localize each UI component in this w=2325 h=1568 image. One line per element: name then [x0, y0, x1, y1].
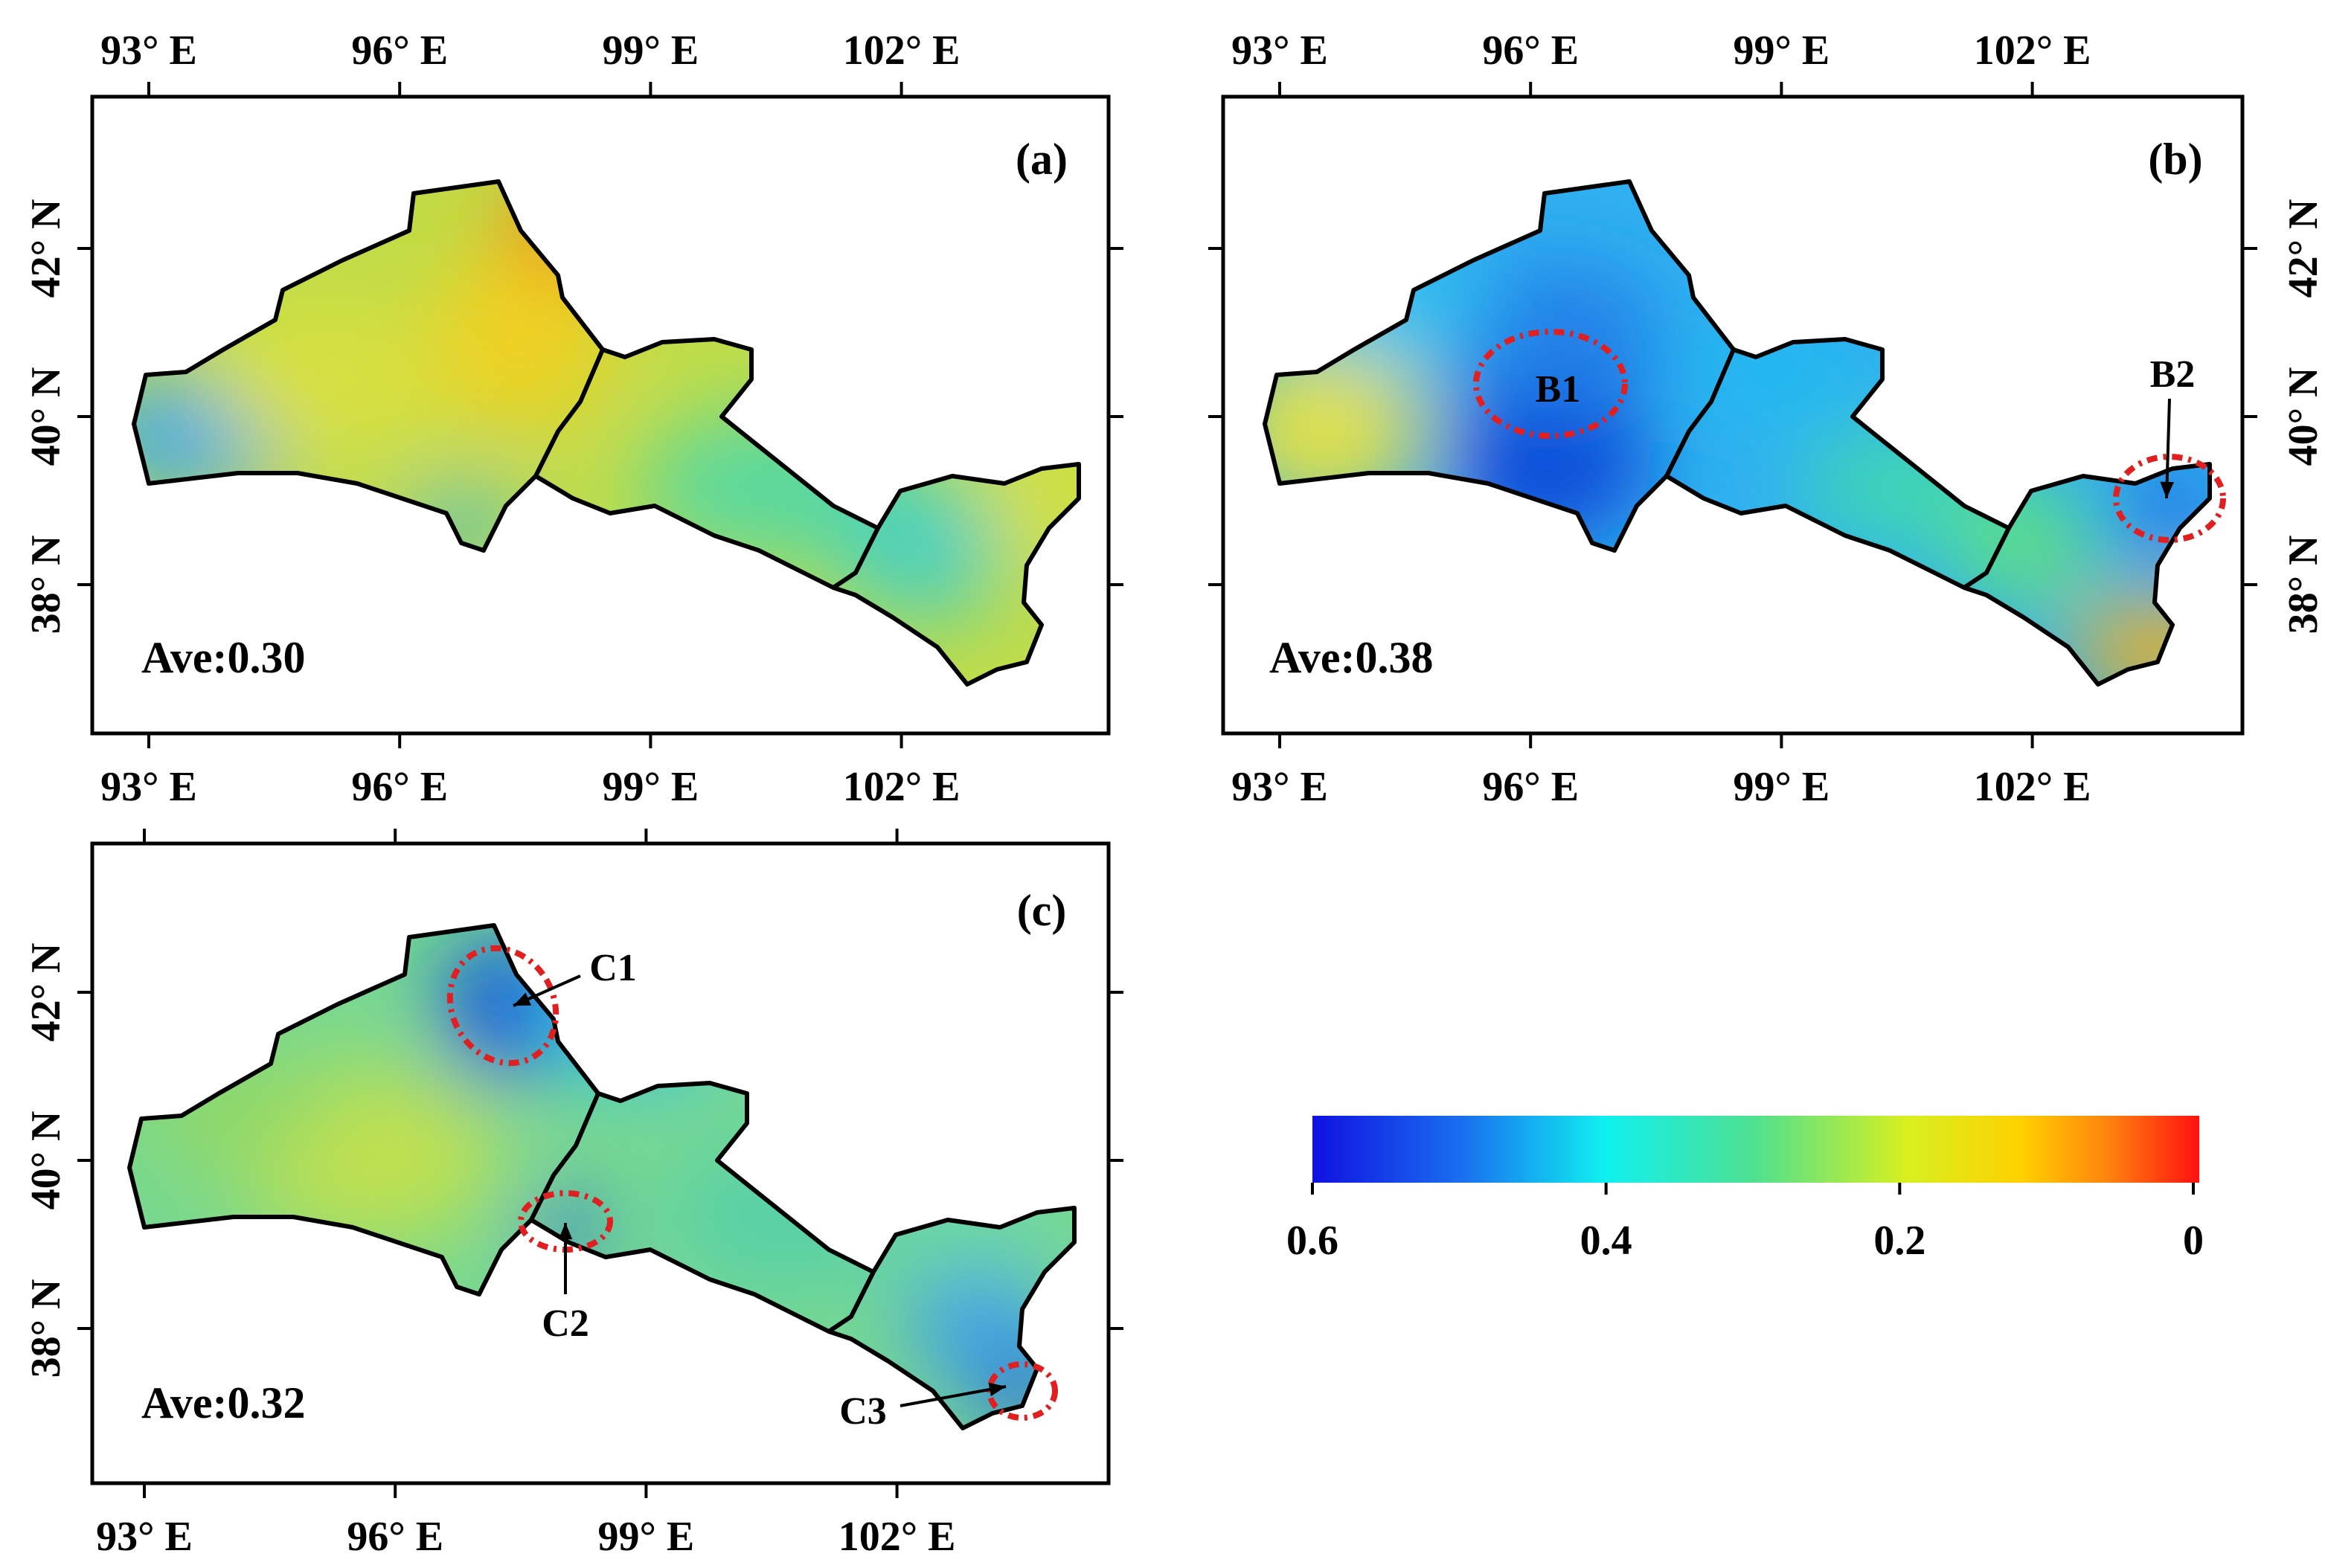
annotation-label: C2 [542, 1302, 589, 1345]
colorbar-tick-label: 0.4 [1580, 1218, 1632, 1264]
lat-tick-label: 38° N [23, 1279, 69, 1378]
lat-tick-label: 40° N [23, 1111, 69, 1210]
region-outline [127, 923, 1077, 1430]
arrow [2165, 398, 2171, 499]
annotation-label: C1 [589, 947, 637, 989]
average-label: Ave:0.30 [141, 633, 306, 682]
lon-tick-label: 93° E [100, 28, 197, 74]
lat-tick-label: 38° N [23, 536, 69, 634]
annotation-label: B1 [1536, 368, 1581, 411]
lon-tick-label: 99° E [603, 764, 699, 810]
lat-tick-label: 42° N [23, 943, 69, 1042]
region-outline [132, 179, 1081, 687]
arrow-head [558, 1223, 573, 1240]
highlight-ellipse [2113, 454, 2226, 543]
map-fill [129, 925, 1074, 1428]
lon-tick-label: 102° E [1974, 764, 2091, 810]
color-blob [1428, 263, 1667, 412]
average-label: Ave:0.32 [141, 1378, 306, 1427]
lon-tick-label: 102° E [1974, 28, 2091, 74]
color-blob [903, 1260, 1052, 1379]
lat-tick-label: 40° N [23, 367, 69, 466]
arrow [899, 1385, 1007, 1407]
map-fill [134, 181, 1079, 684]
lon-tick-label: 93° E [100, 764, 197, 810]
arrow-head [988, 1382, 1006, 1397]
lat-tick-label: 42° N [23, 199, 69, 298]
panel-label: (a) [1016, 135, 1068, 184]
lon-tick-label: 93° E [1231, 764, 1328, 810]
region-base [129, 925, 1074, 1428]
average-label: Ave:0.38 [1269, 633, 1434, 682]
lat-tick-label: 42° N [2280, 199, 2325, 298]
lon-tick-label: 102° E [843, 764, 961, 810]
lat-tick-label: 40° N [2280, 367, 2325, 466]
region-outline [1263, 179, 2212, 687]
color-blob [2068, 598, 2210, 684]
arrow-head [513, 992, 531, 1006]
map-panel [132, 179, 1081, 687]
panel-label: (b) [2148, 135, 2202, 184]
color-blob [888, 1156, 1067, 1275]
lon-tick-label: 102° E [843, 28, 961, 74]
lon-tick-label: 99° E [1734, 764, 1830, 810]
lon-tick-label: 99° E [1734, 28, 1830, 74]
lon-tick-label: 96° E [351, 28, 448, 74]
map-panel [1263, 179, 2212, 687]
map-panel [127, 923, 1077, 1430]
region-border [1963, 527, 2011, 590]
panel-frame [90, 841, 1111, 1485]
region-border [827, 1270, 876, 1334]
color-blob [208, 308, 446, 457]
lon-tick-label: 99° E [598, 1514, 695, 1560]
colorbar-tick-label: 0.2 [1873, 1218, 1925, 1264]
lon-tick-label: 102° E [838, 1514, 956, 1560]
lon-tick-label: 96° E [1482, 764, 1579, 810]
annotation-label: C3 [839, 1390, 887, 1433]
highlight-ellipse [1473, 329, 1628, 439]
region-border [1664, 348, 1736, 478]
region-border [832, 527, 880, 590]
lon-tick-label: 96° E [347, 1514, 443, 1560]
colorbar-tick-label: 0.6 [1286, 1218, 1338, 1264]
highlight-ellipse [446, 945, 559, 1067]
map-fill [1265, 181, 2210, 684]
lon-tick-label: 93° E [1231, 28, 1328, 74]
lon-tick-label: 99° E [603, 28, 699, 74]
colorbar [1312, 1116, 2199, 1183]
lon-tick-label: 96° E [1482, 28, 1579, 74]
arrow-head [2160, 481, 2175, 498]
colorbar-tick-label: 0 [2183, 1218, 2204, 1264]
lon-tick-label: 93° E [96, 1514, 193, 1560]
panel-label: (c) [1017, 886, 1067, 935]
color-blob [144, 1052, 323, 1171]
region-border [533, 348, 605, 478]
annotation-label: B2 [2150, 353, 2196, 396]
lon-tick-label: 96° E [351, 764, 448, 810]
region-border [529, 1092, 600, 1221]
lat-tick-label: 38° N [2280, 536, 2325, 634]
